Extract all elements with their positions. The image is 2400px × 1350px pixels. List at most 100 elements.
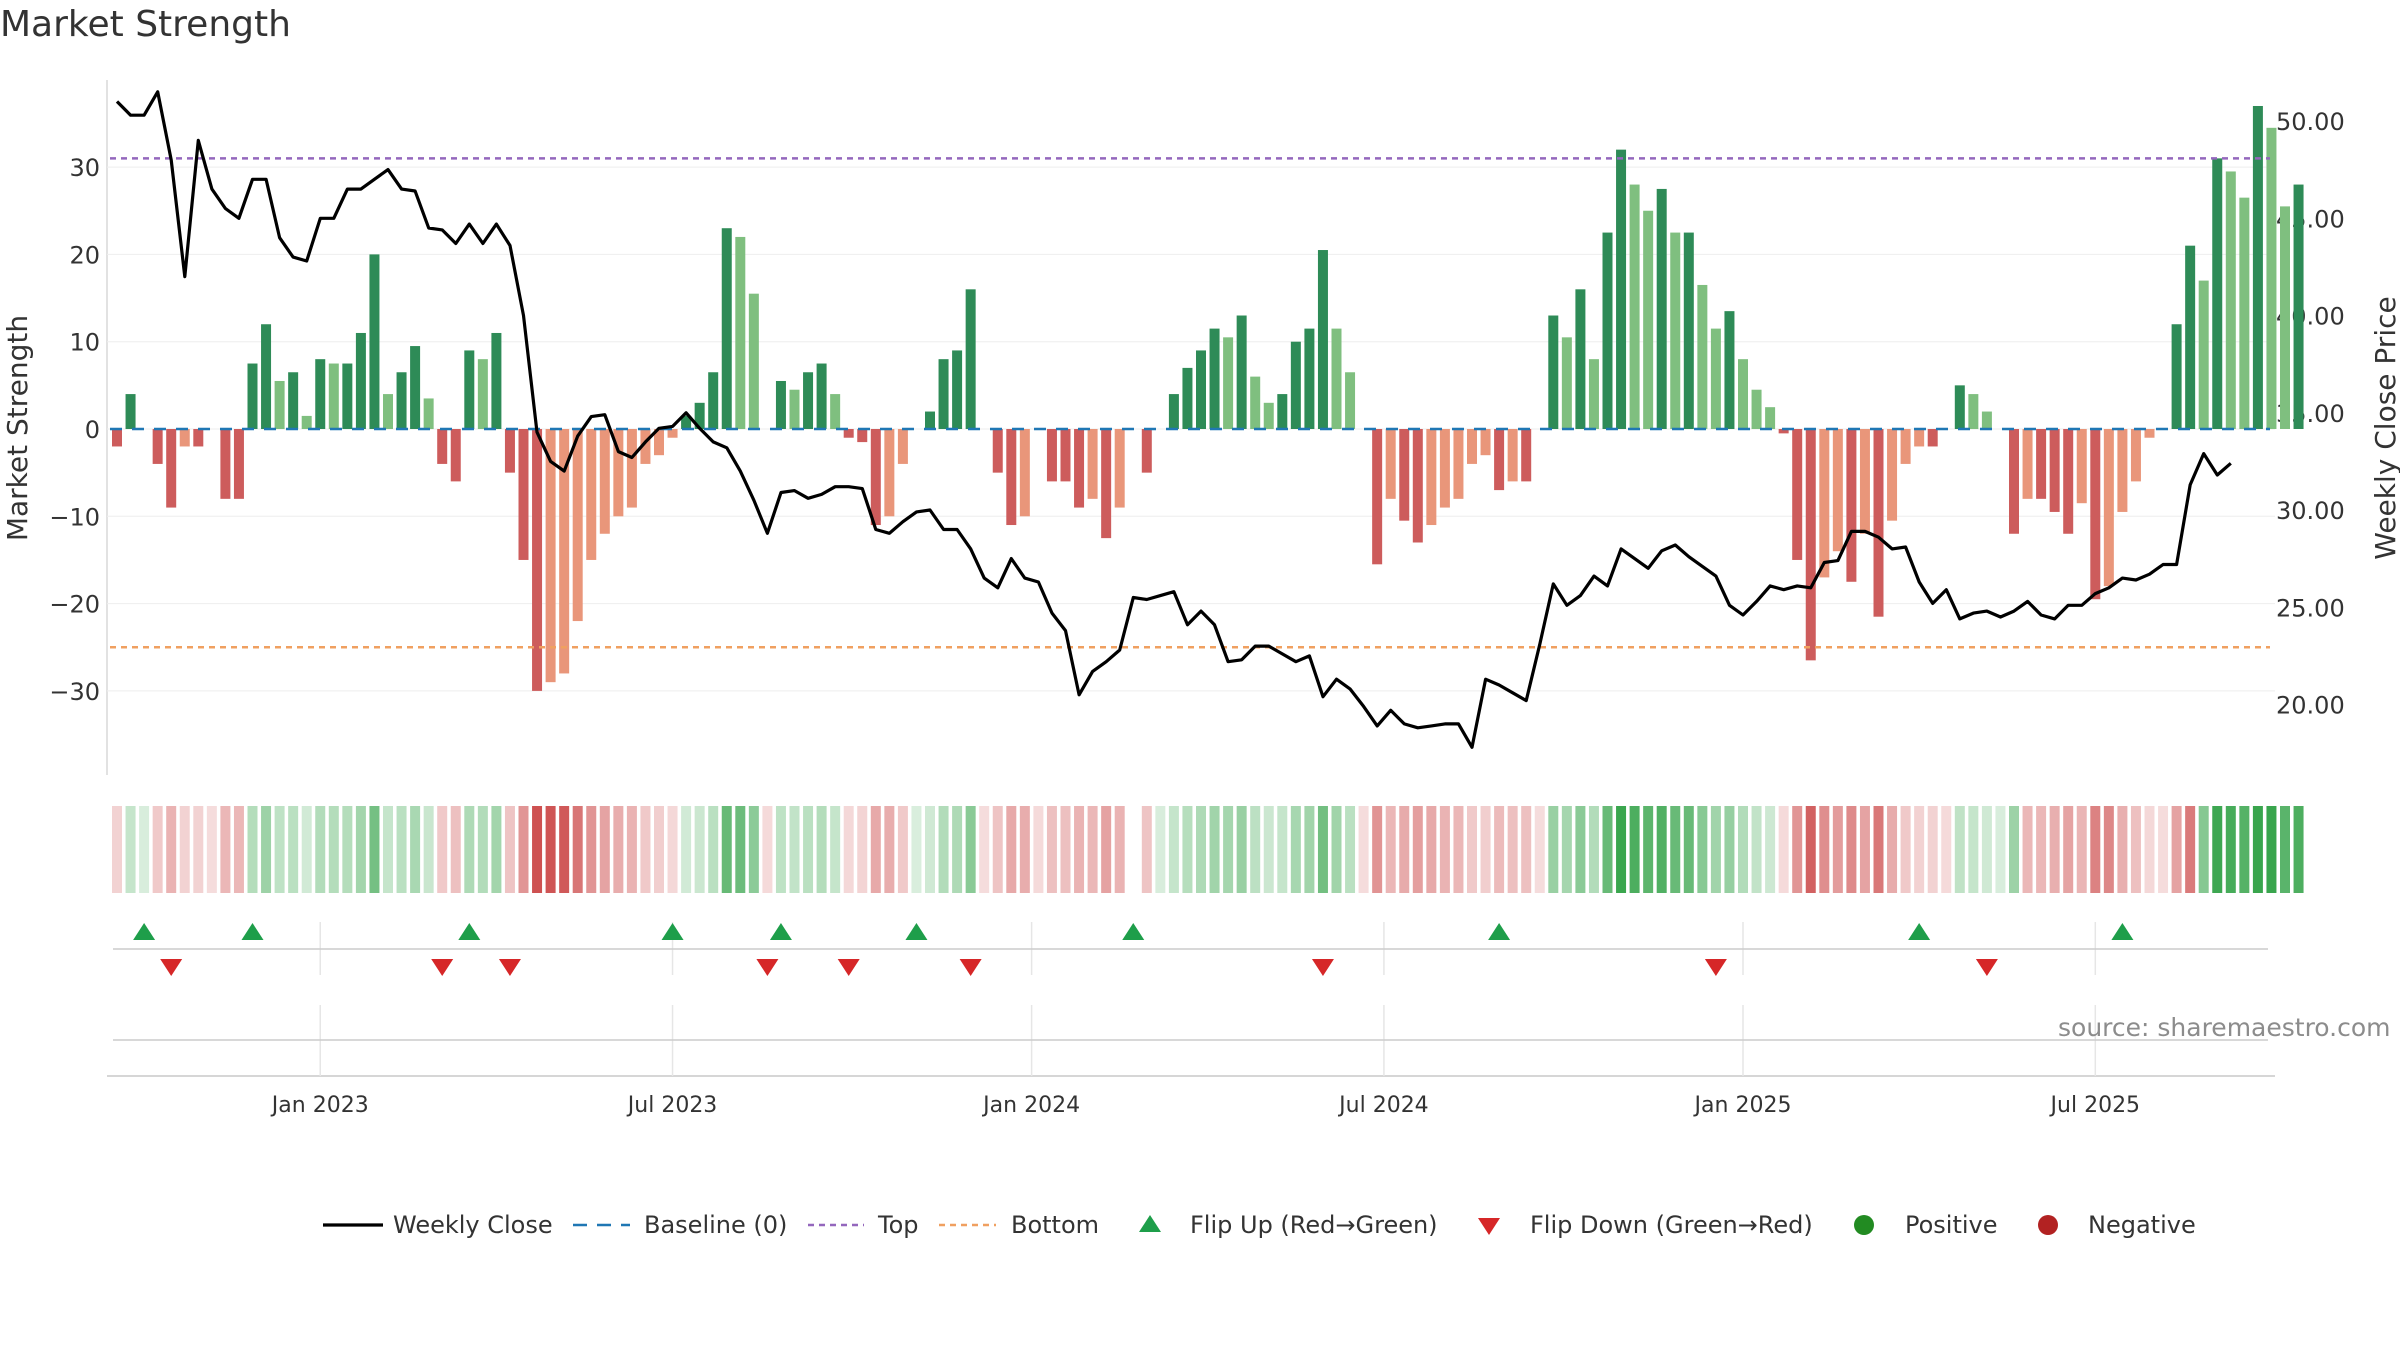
regime-cell (626, 806, 637, 893)
regime-cell (193, 806, 204, 893)
strength-bar (2171, 324, 2182, 429)
x-tick-label: Jan 2025 (1693, 1093, 1792, 1118)
regime-cell (789, 806, 800, 893)
regime-cell (1060, 806, 1071, 893)
regime-cell (1846, 806, 1857, 893)
regime-cell (1832, 806, 1843, 893)
left-tick-label: −20 (49, 591, 100, 619)
regime-cell (1900, 806, 1911, 893)
regime-cell (1250, 806, 1261, 893)
regime-cell (139, 806, 150, 893)
regime-cell (2280, 806, 2290, 893)
strength-bar (423, 398, 434, 429)
regime-cell (762, 806, 773, 893)
regime-cell (1670, 806, 1681, 893)
strength-bar (1426, 429, 1437, 526)
regime-cell (1141, 806, 1152, 893)
strength-bar (2185, 245, 2196, 429)
regime-cell (532, 806, 543, 893)
strength-bar (735, 236, 746, 429)
strength-bar (193, 429, 204, 447)
regime-cell (1656, 806, 1667, 893)
regime-cell (1751, 806, 1762, 893)
legend-label-bottom: Bottom (1011, 1211, 1099, 1239)
left-tick-label: 30 (69, 154, 100, 182)
strength-bar (816, 363, 827, 429)
regime-cell (884, 806, 895, 893)
legend-label-baseline: Baseline (0) (644, 1211, 787, 1239)
strength-bar (897, 429, 908, 464)
strength-bar (694, 402, 705, 429)
regime-cell (1114, 806, 1125, 893)
strength-bar (1521, 429, 1532, 482)
flip-up-marker (769, 923, 792, 940)
strength-bar (1575, 289, 1586, 429)
flip-up-marker (1488, 923, 1511, 940)
regime-cell (1155, 806, 1166, 893)
regime-cell (1575, 806, 1586, 893)
strength-bar (396, 372, 407, 429)
strength-bar (1724, 311, 1735, 429)
strength-bar (1805, 429, 1816, 661)
strength-bar (572, 429, 583, 622)
strength-bar (1168, 394, 1179, 429)
strength-bar (369, 254, 380, 429)
strength-bar (1372, 429, 1383, 565)
strength-bar (464, 350, 475, 429)
regime-cell (274, 806, 285, 893)
strength-bar (2130, 429, 2141, 482)
regime-cell (721, 806, 732, 893)
strength-bar (450, 429, 461, 482)
regime-cell (2117, 806, 2128, 893)
regime-cell (2009, 806, 2019, 893)
strength-bar (681, 415, 692, 429)
regime-cell (1561, 806, 1572, 893)
regime-cell (1399, 806, 1410, 893)
left-tick-label: −10 (49, 503, 100, 531)
strength-bar (2239, 197, 2250, 429)
strength-bar (857, 429, 868, 443)
strength-bar (1710, 328, 1721, 429)
strength-bar (1846, 429, 1857, 582)
regime-cell (1412, 806, 1423, 893)
regime-cell (2158, 806, 2169, 893)
strength-bar (112, 429, 122, 447)
flip-up-marker (458, 923, 481, 940)
regime-cell (1331, 806, 1342, 893)
regime-cell (1494, 806, 1505, 893)
x-tick-label: Jan 2024 (981, 1093, 1080, 1118)
flip-down-marker (160, 959, 183, 976)
strength-bar (1968, 394, 1979, 429)
strength-bar (952, 350, 963, 429)
regime-cell (708, 806, 719, 893)
regime-cell (355, 806, 366, 893)
strength-bar (1914, 429, 1925, 447)
regime-cell (328, 806, 339, 893)
regime-cell (654, 806, 664, 893)
flip-down-marker (1975, 959, 1998, 976)
regime-cell (1616, 806, 1627, 893)
regime-cell (979, 806, 990, 893)
weekly-close-line (115, 90, 2232, 749)
regime-cell (1453, 806, 1464, 893)
regime-cell (464, 806, 475, 893)
regime-cell (410, 806, 421, 893)
strength-bar (1250, 376, 1261, 429)
flip-down-marker (837, 959, 860, 976)
flip-down-marker (1311, 959, 1334, 976)
regime-cell (1683, 806, 1694, 893)
legend-label-negative: Negative (2088, 1211, 2196, 1239)
right-tick-label: 30.00 (2276, 497, 2345, 525)
regime-cell (1792, 806, 1803, 893)
strength-bar (1561, 337, 1572, 429)
strength-bar (1670, 232, 1681, 429)
regime-cell (1290, 806, 1301, 893)
strength-bar (1738, 359, 1748, 429)
left-tick-label: 20 (69, 241, 100, 269)
strength-bar (1778, 429, 1789, 434)
strength-bar (1832, 429, 1843, 552)
right-axis-title: Weekly Close Price (2369, 296, 2400, 559)
strength-bar (518, 429, 529, 560)
strength-bar (654, 429, 664, 456)
regime-cell (1765, 806, 1776, 893)
